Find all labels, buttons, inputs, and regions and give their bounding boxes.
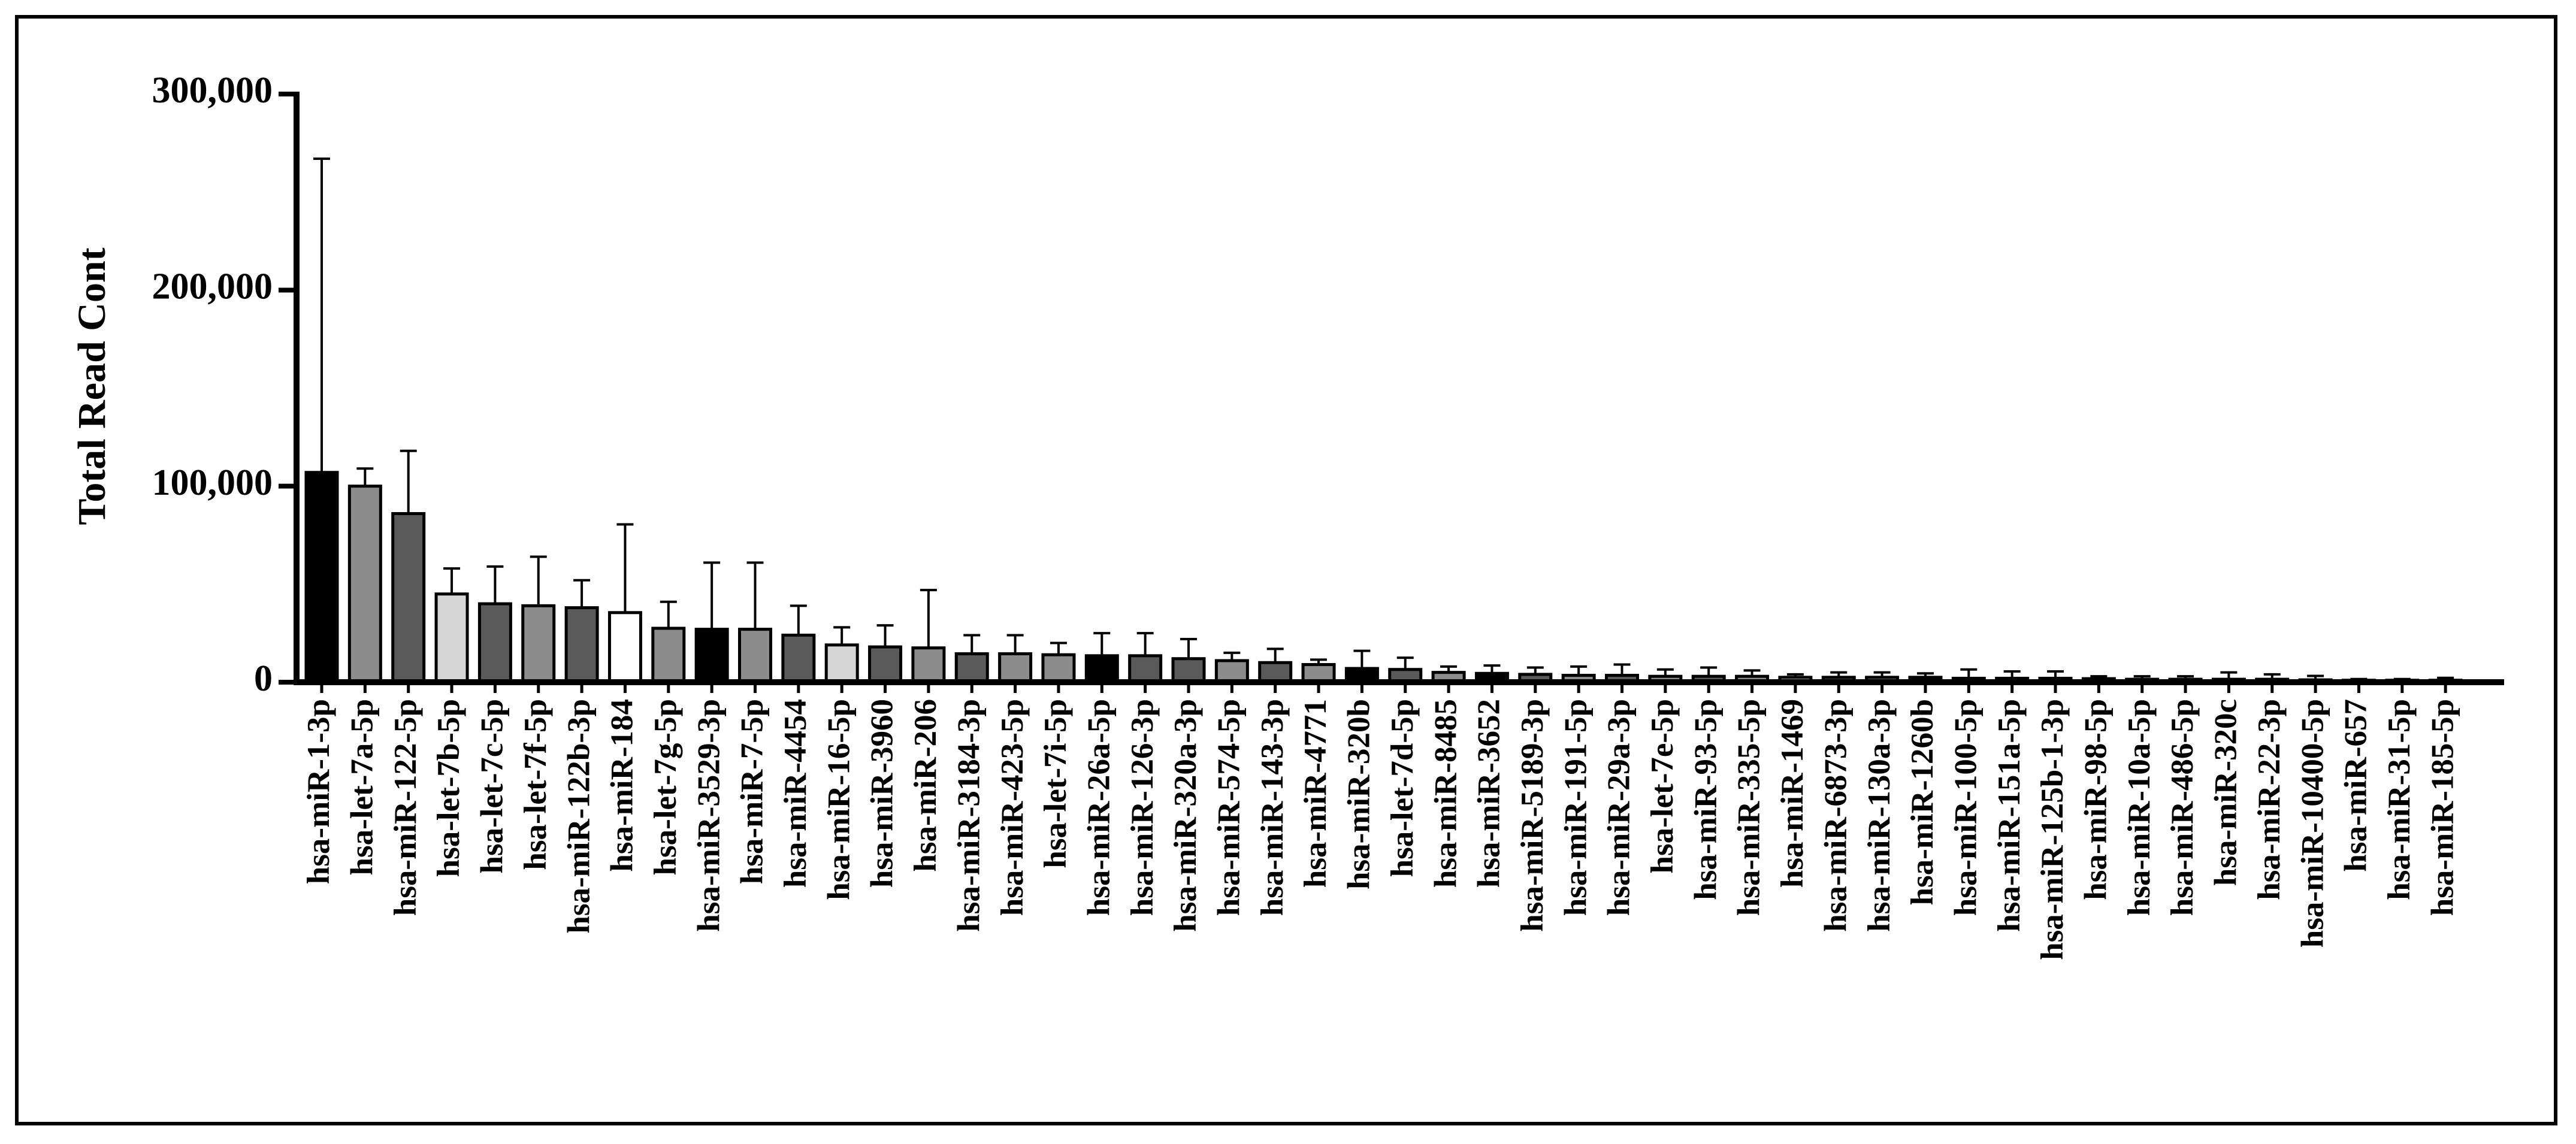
- x-tick-label: hsa-miR-3652: [1472, 699, 1507, 888]
- bar: [1128, 654, 1163, 684]
- x-tick-label: hsa-miR-10400-5p: [2295, 699, 2330, 948]
- bar: [304, 471, 339, 684]
- x-tick-label: hsa-miR-206: [908, 699, 943, 872]
- x-tick-label: hsa-miR-31-5p: [2382, 699, 2417, 900]
- x-tick-label: hsa-miR-7-5p: [735, 699, 770, 884]
- x-tick-label: hsa-let-7d-5p: [1385, 699, 1420, 877]
- bar: [564, 606, 599, 684]
- y-tick-label: 200,000: [152, 267, 273, 307]
- x-tick-label: hsa-let-7g-5p: [648, 699, 683, 875]
- x-tick-label: hsa-miR-100-5p: [1948, 699, 1983, 916]
- x-tick-label: hsa-miR-320a-3p: [1168, 699, 1203, 932]
- x-tick-label: hsa-let-7i-5p: [1038, 699, 1073, 868]
- x-tick-label: hsa-miR-5189-3p: [1515, 699, 1550, 932]
- x-tick-label: hsa-miR-3960: [865, 699, 900, 888]
- x-tick-label: hsa-let-7e-5p: [1645, 699, 1680, 873]
- x-tick-label: hsa-miR-4454: [778, 699, 813, 888]
- bar: [347, 485, 382, 684]
- x-tick-label: hsa-miR-184: [605, 699, 640, 872]
- x-tick-label: hsa-miR-22-3p: [2252, 699, 2287, 900]
- bar: [1258, 661, 1293, 684]
- x-tick-label: hsa-miR-574-5p: [1212, 699, 1247, 916]
- x-tick-label: hsa-let-7b-5p: [431, 699, 466, 877]
- x-tick-label: hsa-miR-3529-3p: [691, 699, 726, 932]
- bar: [781, 633, 816, 684]
- x-tick-label: hsa-miR-185-5p: [2425, 699, 2460, 916]
- x-tick-label: hsa-miR-1-3p: [301, 699, 336, 884]
- bar: [694, 628, 729, 684]
- bar: [391, 512, 426, 684]
- chart-frame: [15, 15, 2557, 1125]
- x-tick-label: hsa-miR-657: [2339, 699, 2374, 872]
- bar: [607, 611, 642, 684]
- error-bars: [313, 158, 2454, 680]
- bar: [477, 602, 512, 684]
- x-tick-label: hsa-miR-1260b: [1905, 699, 1940, 906]
- bar: [1084, 654, 1119, 684]
- x-tick-label: hsa-let-7f-5p: [518, 699, 553, 870]
- x-tick-label: hsa-let-7a-5p: [345, 699, 380, 875]
- bar: [1214, 659, 1249, 684]
- y-tick-label: 0: [254, 658, 273, 699]
- bar: [651, 627, 686, 684]
- bar: [738, 628, 772, 684]
- axes: [294, 92, 2504, 693]
- y-ticks: 0 100,000 200,000 300,000: [152, 70, 297, 699]
- x-tick-label: hsa-miR-423-5p: [995, 699, 1030, 916]
- y-tick-label: 100,000: [152, 462, 273, 503]
- bars: [304, 471, 2463, 684]
- bar: [1041, 653, 1076, 684]
- bar: [434, 592, 469, 684]
- bar: [824, 643, 859, 684]
- x-tick-label: hsa-miR-320c: [2209, 699, 2244, 886]
- x-tick-label: hsa-miR-29a-3p: [1602, 699, 1637, 916]
- x-tick-label: hsa-miR-1469: [1775, 699, 1810, 888]
- x-tick-label: hsa-miR-486-5p: [2165, 699, 2200, 916]
- x-tick-label: hsa-miR-98-5p: [2079, 699, 2114, 900]
- x-tick-label: hsa-miR-151a-5p: [1992, 699, 2027, 932]
- x-tick-label: hsa-miR-8485: [1428, 699, 1463, 888]
- x-tick-label: hsa-miR-10a-5p: [2122, 699, 2157, 916]
- y-axis-title: Total Read Cont: [70, 247, 114, 525]
- bar: [868, 645, 903, 684]
- x-tick-label: hsa-miR-335-5p: [1732, 699, 1767, 916]
- x-tick-label: hsa-miR-93-5p: [1688, 699, 1723, 900]
- bar: [954, 652, 989, 684]
- x-tick-label: hsa-let-7c-5p: [475, 699, 510, 873]
- x-tick-label: hsa-miR-143-3p: [1255, 699, 1290, 916]
- bar: [998, 652, 1033, 684]
- bar: [1171, 657, 1206, 684]
- x-tick-label: hsa-miR-122-5p: [388, 699, 423, 916]
- x-tick-label: hsa-miR-16-5p: [821, 699, 856, 900]
- bar: [911, 646, 946, 684]
- bar: [521, 604, 556, 684]
- x-tick-label: hsa-miR-6873-3p: [1818, 699, 1853, 932]
- y-tick-label: 300,000: [152, 70, 273, 111]
- x-tick-label: hsa-miR-26a-5p: [1081, 699, 1116, 916]
- x-tick-label: hsa-miR-130a-3p: [1862, 699, 1897, 932]
- x-tick-label: hsa-miR-126-3p: [1125, 699, 1160, 916]
- x-tick-label: hsa-miR-191-5p: [1558, 699, 1593, 916]
- x-tick-label: hsa-miR-125b-1-3p: [2035, 699, 2070, 960]
- x-tick-labels: hsa-miR-1-3p hsa-let-7a-5p hsa-miR-122-5p h…: [301, 699, 2460, 960]
- x-tick-label: hsa-miR-3184-3p: [951, 699, 986, 932]
- x-tick-label: hsa-miR-4771: [1298, 699, 1333, 888]
- x-tick-label: hsa-miR-122b-3p: [561, 699, 596, 934]
- x-tick-label: hsa-miR-320b: [1342, 699, 1377, 889]
